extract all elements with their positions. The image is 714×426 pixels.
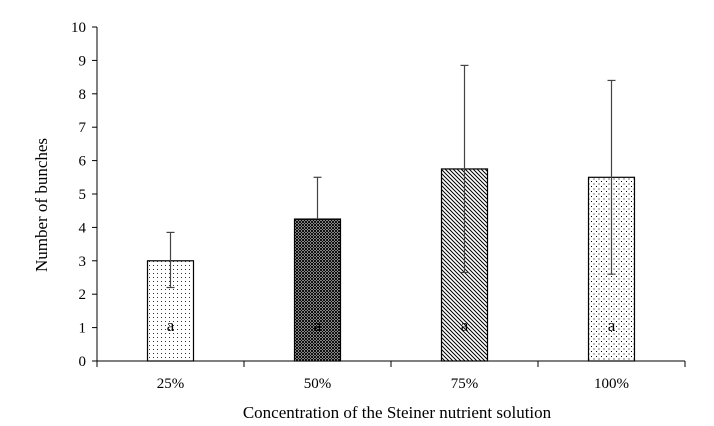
significance-label: a xyxy=(608,316,616,335)
y-tick-label: 5 xyxy=(79,187,87,203)
y-tick-label: 6 xyxy=(79,154,87,170)
y-tick-label: 2 xyxy=(79,287,87,303)
y-tick-label: 8 xyxy=(79,87,87,103)
y-tick-label: 3 xyxy=(79,254,87,270)
y-tick-label: 1 xyxy=(79,321,87,337)
significance-label: a xyxy=(167,316,175,335)
y-axis-title: Number of bunches xyxy=(32,138,51,272)
x-axis-title: Concentration of the Steiner nutrient so… xyxy=(243,403,552,422)
y-tick-label: 0 xyxy=(79,354,87,370)
x-tick-label: 50% xyxy=(304,376,332,392)
significance-label: a xyxy=(461,316,469,335)
y-tick-label: 9 xyxy=(79,53,87,69)
significance-label: a xyxy=(314,316,322,335)
y-axis: 0 1 2 3 4 5 6 7 8 9 10 xyxy=(71,20,98,370)
x-tick-label: 100% xyxy=(594,376,629,392)
x-tick-label: 75% xyxy=(451,376,479,392)
y-tick-label: 10 xyxy=(71,20,86,36)
y-tick-label: 4 xyxy=(79,220,87,236)
bar xyxy=(293,218,342,362)
y-tick-label: 7 xyxy=(79,120,87,136)
x-tick-label: 25% xyxy=(157,376,185,392)
x-axis: 25% 50% 75% 100% xyxy=(96,360,686,392)
